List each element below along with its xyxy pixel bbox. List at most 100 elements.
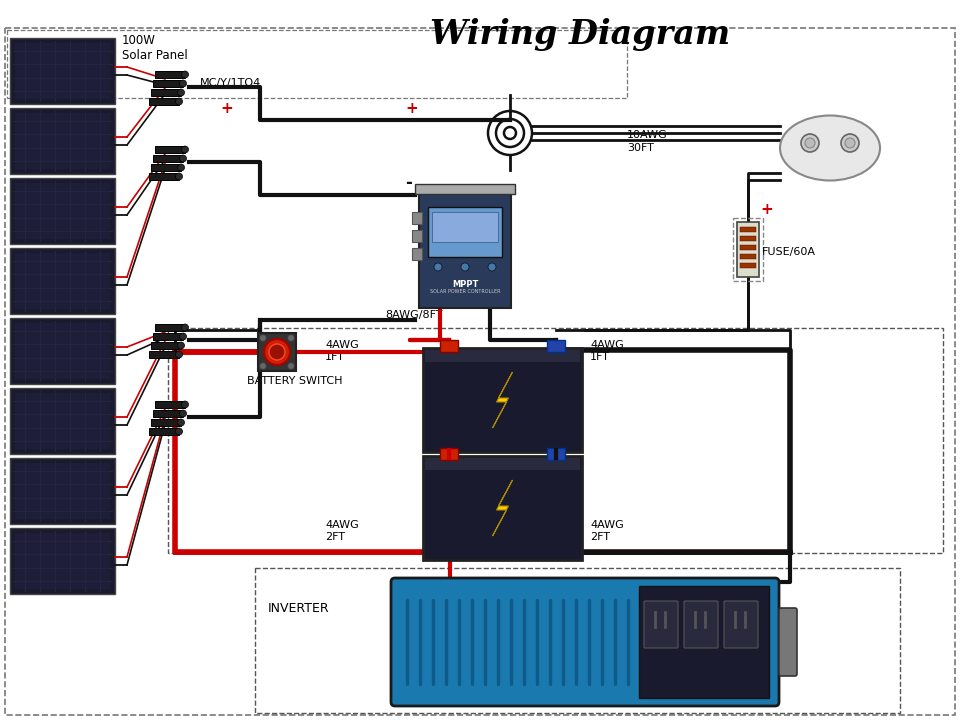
Bar: [10, 458, 115, 524]
Circle shape: [288, 363, 294, 369]
Circle shape: [805, 138, 815, 148]
Ellipse shape: [780, 115, 880, 181]
Bar: [412, 248, 422, 260]
Bar: [10, 108, 115, 174]
Bar: [440, 340, 458, 352]
Text: 1FT: 1FT: [325, 352, 345, 362]
Text: +: +: [220, 101, 232, 116]
Bar: [425, 350, 580, 362]
Bar: [149, 98, 179, 105]
Bar: [15, 533, 110, 589]
Bar: [10, 178, 115, 244]
Bar: [432, 212, 498, 242]
Circle shape: [180, 80, 186, 87]
Bar: [153, 333, 183, 340]
Circle shape: [264, 339, 290, 365]
Text: 4AWG: 4AWG: [325, 520, 359, 530]
Bar: [15, 323, 110, 379]
Bar: [547, 448, 565, 460]
Polygon shape: [492, 372, 513, 428]
Circle shape: [176, 428, 182, 435]
Bar: [155, 401, 185, 408]
Text: 4AWG: 4AWG: [325, 340, 359, 350]
Circle shape: [260, 335, 266, 341]
Text: 8AWG/8FT: 8AWG/8FT: [385, 310, 443, 320]
Bar: [258, 333, 296, 371]
Bar: [425, 458, 580, 470]
Bar: [547, 340, 565, 352]
FancyBboxPatch shape: [684, 601, 718, 648]
Circle shape: [841, 134, 859, 152]
Bar: [151, 419, 181, 426]
Bar: [149, 351, 179, 358]
Text: FUSE/60A: FUSE/60A: [762, 247, 816, 257]
Bar: [440, 448, 458, 460]
Bar: [153, 410, 183, 417]
Bar: [155, 146, 185, 153]
Circle shape: [288, 335, 294, 341]
Bar: [412, 212, 422, 224]
Bar: [412, 230, 422, 242]
Circle shape: [176, 98, 182, 105]
Bar: [10, 388, 115, 454]
Bar: [15, 463, 110, 519]
Bar: [151, 89, 181, 96]
Circle shape: [181, 324, 188, 331]
Text: +: +: [760, 202, 773, 217]
Text: 30FT: 30FT: [627, 143, 654, 153]
Text: SOLAR POWER CONTROLLER: SOLAR POWER CONTROLLER: [430, 289, 500, 294]
Bar: [15, 113, 110, 169]
Circle shape: [180, 410, 186, 417]
Circle shape: [181, 401, 188, 408]
FancyBboxPatch shape: [423, 348, 582, 452]
FancyBboxPatch shape: [724, 601, 758, 648]
Bar: [155, 71, 185, 78]
Circle shape: [488, 263, 496, 271]
Bar: [740, 227, 756, 232]
Bar: [10, 318, 115, 384]
Text: 2FT: 2FT: [590, 532, 610, 542]
FancyBboxPatch shape: [423, 456, 582, 560]
Text: MPPT: MPPT: [452, 280, 478, 289]
FancyBboxPatch shape: [779, 608, 797, 676]
Bar: [737, 222, 759, 277]
Circle shape: [845, 138, 855, 148]
Bar: [10, 248, 115, 314]
Bar: [151, 342, 181, 349]
FancyBboxPatch shape: [639, 586, 769, 698]
Circle shape: [434, 263, 442, 271]
Bar: [153, 155, 183, 162]
Bar: [149, 428, 179, 435]
Text: 4AWG: 4AWG: [590, 340, 624, 350]
Text: 10AWG: 10AWG: [627, 130, 667, 140]
Circle shape: [181, 146, 188, 153]
Bar: [15, 253, 110, 309]
Text: -: -: [405, 174, 412, 192]
Circle shape: [180, 155, 186, 162]
Bar: [740, 245, 756, 250]
Circle shape: [178, 89, 184, 96]
Text: INVERTER: INVERTER: [268, 602, 329, 615]
Text: 4AWG: 4AWG: [590, 520, 624, 530]
Circle shape: [260, 363, 266, 369]
Bar: [740, 263, 756, 268]
Circle shape: [178, 164, 184, 171]
Text: 100W
Solar Panel: 100W Solar Panel: [122, 34, 188, 62]
Text: +: +: [405, 101, 418, 116]
Text: 2FT: 2FT: [325, 532, 345, 542]
Bar: [10, 528, 115, 594]
FancyBboxPatch shape: [419, 191, 511, 308]
Text: 1FT: 1FT: [590, 352, 610, 362]
Bar: [740, 236, 756, 241]
Bar: [155, 324, 185, 331]
Text: BATTERY SWITCH: BATTERY SWITCH: [247, 376, 343, 386]
Circle shape: [180, 333, 186, 340]
Circle shape: [461, 263, 469, 271]
Polygon shape: [492, 480, 513, 536]
Circle shape: [176, 351, 182, 358]
Circle shape: [801, 134, 819, 152]
Circle shape: [181, 71, 188, 78]
Bar: [149, 173, 179, 180]
Circle shape: [176, 173, 182, 180]
Bar: [415, 184, 515, 194]
